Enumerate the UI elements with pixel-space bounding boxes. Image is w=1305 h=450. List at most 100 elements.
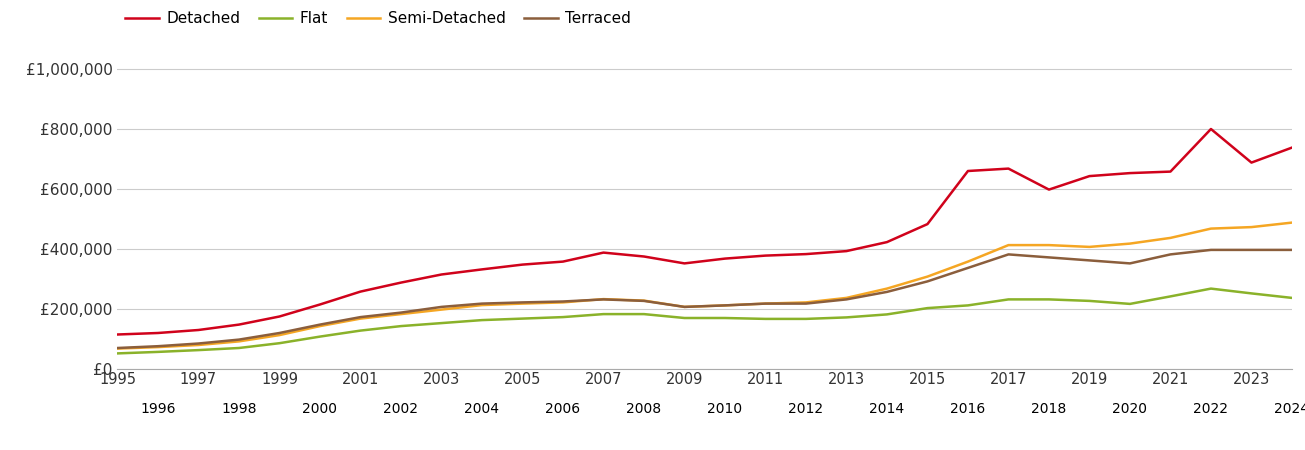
Flat (1163, 294, 1178, 299)
Semi-Detached (1284, 220, 1300, 225)
Semi-Detached (1163, 235, 1178, 241)
Flat (676, 315, 692, 321)
Flat (960, 303, 976, 308)
Terraced (110, 345, 125, 351)
Line: Semi-Detached: Semi-Detached (117, 223, 1292, 349)
Terraced (1001, 252, 1017, 257)
Semi-Detached (1244, 225, 1259, 230)
Detached (352, 289, 368, 294)
Flat (718, 315, 733, 321)
Terraced (676, 304, 692, 310)
Detached (271, 314, 287, 319)
Terraced (352, 315, 368, 320)
Detached (1041, 187, 1057, 192)
Detached (839, 248, 855, 254)
Flat (1082, 298, 1098, 304)
Detached (312, 302, 328, 307)
Flat (1244, 291, 1259, 296)
Detached (514, 262, 530, 267)
Detached (191, 327, 206, 333)
Terraced (636, 298, 651, 304)
Flat (231, 345, 247, 351)
Semi-Detached (1041, 243, 1057, 248)
Semi-Detached (839, 295, 855, 301)
Semi-Detached (718, 303, 733, 308)
Legend: Detached, Flat, Semi-Detached, Terraced: Detached, Flat, Semi-Detached, Terraced (125, 11, 632, 26)
Semi-Detached (433, 307, 449, 312)
Terraced (1041, 255, 1057, 260)
Flat (920, 306, 936, 311)
Semi-Detached (514, 301, 530, 306)
Detached (433, 272, 449, 277)
Semi-Detached (150, 344, 166, 350)
Terraced (839, 297, 855, 302)
Semi-Detached (960, 259, 976, 264)
Detached (960, 168, 976, 174)
Flat (514, 316, 530, 321)
Semi-Detached (231, 339, 247, 344)
Flat (150, 349, 166, 355)
Line: Terraced: Terraced (117, 250, 1292, 348)
Flat (433, 320, 449, 326)
Semi-Detached (1122, 241, 1138, 246)
Semi-Detached (393, 311, 408, 317)
Terraced (1203, 247, 1219, 252)
Flat (839, 315, 855, 320)
Semi-Detached (1001, 243, 1017, 248)
Semi-Detached (271, 333, 287, 338)
Terraced (514, 300, 530, 305)
Terraced (555, 299, 570, 304)
Detached (231, 322, 247, 327)
Semi-Detached (880, 286, 895, 291)
Semi-Detached (1082, 244, 1098, 250)
Flat (555, 315, 570, 320)
Detached (555, 259, 570, 264)
Flat (758, 316, 774, 322)
Detached (758, 253, 774, 258)
Terraced (880, 289, 895, 295)
Semi-Detached (352, 316, 368, 321)
Flat (352, 328, 368, 333)
Flat (880, 312, 895, 317)
Detached (1244, 160, 1259, 165)
Terraced (312, 322, 328, 327)
Terraced (799, 301, 814, 306)
Detached (1001, 166, 1017, 171)
Semi-Detached (474, 302, 489, 308)
Terraced (920, 279, 936, 284)
Terraced (960, 265, 976, 270)
Terraced (1163, 252, 1178, 257)
Flat (1041, 297, 1057, 302)
Flat (393, 324, 408, 329)
Flat (110, 351, 125, 356)
Detached (1082, 173, 1098, 179)
Terraced (271, 330, 287, 336)
Detached (880, 239, 895, 245)
Terraced (1284, 247, 1300, 252)
Flat (271, 341, 287, 346)
Semi-Detached (191, 342, 206, 348)
Flat (191, 347, 206, 353)
Flat (312, 334, 328, 339)
Detached (799, 252, 814, 257)
Detached (110, 332, 125, 337)
Flat (595, 311, 611, 317)
Semi-Detached (636, 298, 651, 303)
Detached (1122, 171, 1138, 176)
Detached (393, 280, 408, 285)
Terraced (433, 304, 449, 310)
Detached (1284, 145, 1300, 150)
Semi-Detached (1203, 226, 1219, 231)
Flat (1122, 301, 1138, 306)
Detached (636, 254, 651, 259)
Terraced (474, 301, 489, 306)
Detached (474, 267, 489, 272)
Detached (595, 250, 611, 255)
Semi-Detached (595, 297, 611, 302)
Terraced (758, 301, 774, 306)
Flat (1203, 286, 1219, 291)
Semi-Detached (920, 274, 936, 279)
Flat (799, 316, 814, 322)
Detached (676, 261, 692, 266)
Terraced (150, 343, 166, 349)
